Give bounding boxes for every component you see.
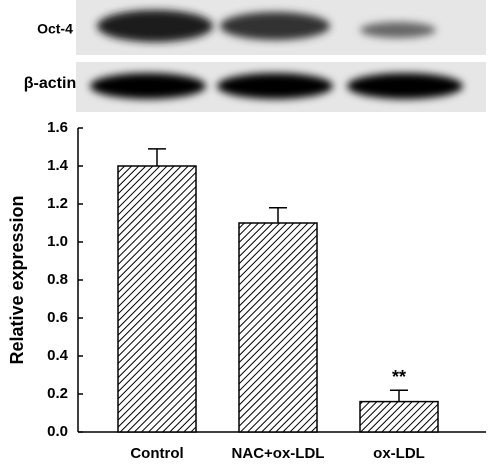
y-tick-label: 1.0 (47, 233, 68, 250)
bar (359, 400, 439, 433)
x-tick-label: NAC+ox-LDL (232, 445, 325, 462)
y-tick-label: 1.2 (47, 195, 68, 212)
blot-actin (76, 62, 486, 112)
y-tick-label: 0.0 (47, 423, 68, 440)
x-tick-label: Control (130, 445, 183, 462)
x-tick-label: ox-LDL (373, 445, 425, 462)
blot-oct4 (76, 0, 486, 55)
bar (238, 222, 318, 433)
y-tick-label: 0.8 (47, 271, 68, 288)
y-tick-label: 1.4 (47, 157, 69, 174)
y-tick-label: 0.4 (47, 347, 69, 364)
blot-label: Oct-4 (37, 21, 73, 37)
y-tick-label: 0.2 (47, 385, 68, 402)
y-tick-label: 0.6 (47, 309, 68, 326)
bar (117, 165, 197, 433)
y-tick-label: 1.6 (47, 119, 68, 136)
y-axis-label: Relative expression (7, 195, 27, 364)
blot-label: β-actin (24, 75, 76, 92)
annotation: ** (392, 367, 406, 387)
